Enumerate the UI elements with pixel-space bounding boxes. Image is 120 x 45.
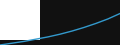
FancyBboxPatch shape: [0, 0, 40, 40]
